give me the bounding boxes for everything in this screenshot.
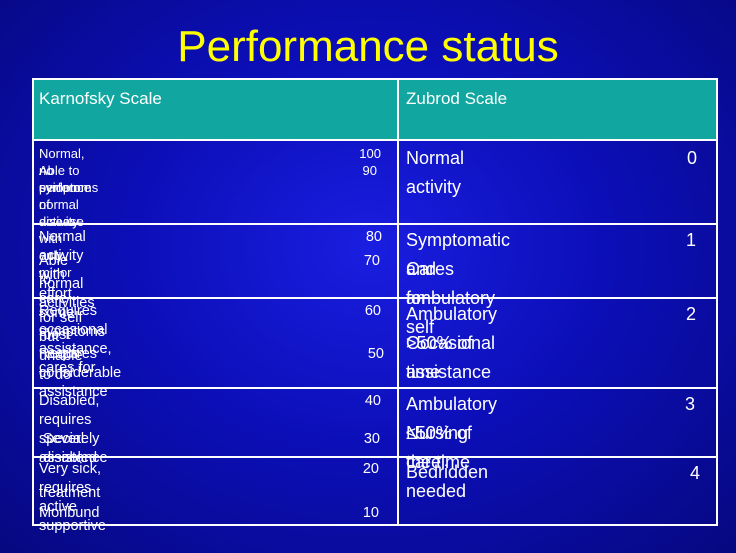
grid-line bbox=[32, 78, 718, 80]
grid-line bbox=[32, 297, 718, 299]
karnofsky-score: 60 bbox=[364, 303, 381, 319]
karnofsky-description: Requires considerable assistance bbox=[39, 346, 122, 400]
karnofsky-description: Requires occasional assistance, cares fo… bbox=[39, 303, 112, 376]
zubrod-description: Ambulatory ≤50% of the time bbox=[406, 394, 498, 472]
karnofsky-description: symptoms bbox=[39, 180, 99, 195]
karnofsky-description: treatment bbox=[39, 485, 101, 501]
performance-status-table: Karnofsky Scale Zubrod Scale Normal, no … bbox=[32, 78, 718, 534]
zubrod-description: Ambulatory >50% of time bbox=[406, 304, 498, 382]
karnofsky-description: Severely disabled bbox=[43, 431, 100, 466]
karnofsky-score: 40 bbox=[364, 393, 381, 409]
karnofsky-description: Moribund bbox=[39, 505, 100, 521]
zubrod-grade: 3 bbox=[684, 394, 695, 414]
karnofsky-description: most needs bbox=[39, 327, 79, 362]
grid-line bbox=[397, 78, 399, 526]
karnofsky-description: Disabled, requires special assistance bbox=[39, 393, 108, 466]
karnofsky-score: 30 bbox=[363, 431, 380, 447]
zubrod-description: Nursing care needed bbox=[406, 423, 469, 501]
grid-line bbox=[32, 223, 718, 225]
karnofsky-description: Able to care for self but unable to do bbox=[39, 253, 83, 383]
zubrod-grade: 2 bbox=[685, 304, 696, 324]
karnofsky-score: 20 bbox=[362, 461, 379, 477]
grid-line bbox=[32, 456, 718, 458]
zubrod-grade: 0 bbox=[686, 148, 697, 168]
karnofsky-score: 100 bbox=[359, 146, 381, 161]
karnofsky-score: 50 bbox=[367, 346, 384, 362]
karnofsky-description: normal activities bbox=[39, 276, 95, 311]
zubrod-description: Occasional assistance bbox=[406, 333, 496, 382]
karnofsky-header: Karnofsky Scale bbox=[39, 89, 162, 108]
karnofsky-score: 10 bbox=[362, 505, 379, 521]
grid-line bbox=[32, 78, 34, 526]
grid-line bbox=[32, 387, 718, 389]
karnofsky-score: 80 bbox=[365, 229, 382, 245]
karnofsky-description: Able to perform normal activity with onl… bbox=[39, 163, 84, 280]
grid-line bbox=[32, 524, 718, 526]
grid-line bbox=[716, 78, 718, 526]
karnofsky-score: 90 bbox=[362, 163, 377, 178]
zubrod-header: Zubrod Scale bbox=[406, 89, 508, 108]
table-header-row bbox=[32, 78, 718, 139]
zubrod-description: Normal activity bbox=[406, 148, 465, 197]
zubrod-grade: 1 bbox=[685, 230, 696, 250]
karnofsky-score: 70 bbox=[363, 253, 380, 269]
zubrod-grade: 4 bbox=[689, 463, 700, 483]
page-title: Performance status bbox=[177, 22, 559, 71]
grid-line bbox=[32, 139, 718, 141]
karnofsky-description: Normal, no evidence of disease bbox=[39, 146, 92, 229]
zubrod-description: Bedridden bbox=[406, 462, 489, 482]
karnofsky-description: Very sick, requires active supportive bbox=[39, 461, 106, 534]
zubrod-description: Cares for self bbox=[406, 259, 455, 337]
karnofsky-description: Normal activity with effort, some sympto… bbox=[39, 229, 106, 340]
zubrod-description: Symptomatic and ambulatory bbox=[406, 230, 511, 308]
